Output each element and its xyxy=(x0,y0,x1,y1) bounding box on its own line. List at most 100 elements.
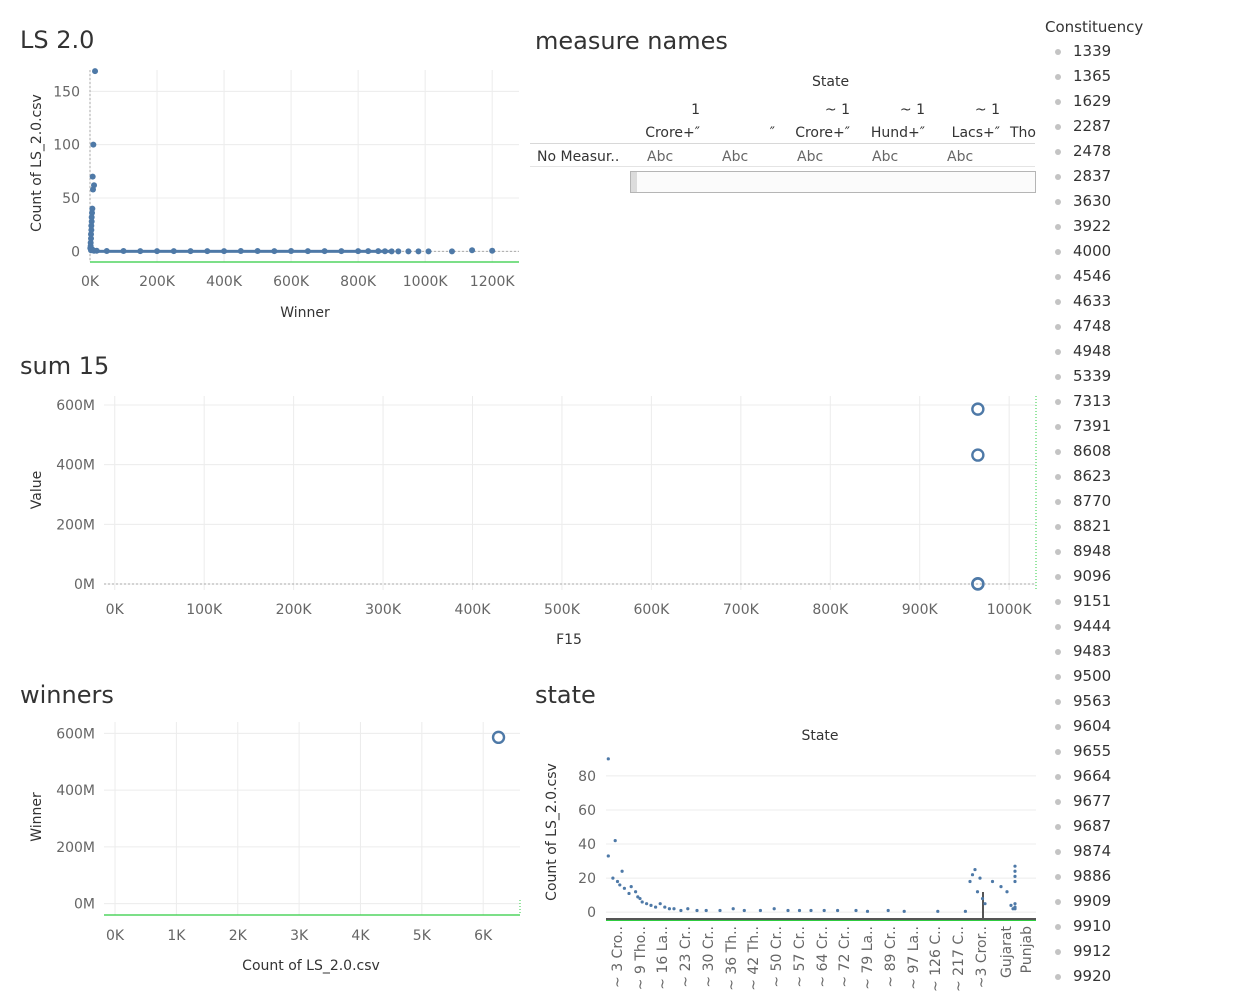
data-point xyxy=(615,879,620,884)
legend-item-label: 1629 xyxy=(1073,92,1112,110)
legend-item[interactable]: 5339 xyxy=(1045,364,1245,389)
data-point xyxy=(448,248,455,255)
legend-item[interactable]: 9151 xyxy=(1045,589,1245,614)
legend-item-label: 8770 xyxy=(1073,492,1112,510)
legend-dot-icon xyxy=(1055,524,1061,530)
legend-item-label: 4748 xyxy=(1073,317,1112,335)
legend-item-label: 9886 xyxy=(1073,867,1112,885)
legend-item[interactable]: 9920 xyxy=(1045,964,1245,989)
data-point xyxy=(1013,864,1017,868)
legend-dot-icon xyxy=(1055,49,1061,55)
column-header: State xyxy=(801,728,838,744)
crosstab-col-header-4[interactable]: Lacs+″ xyxy=(951,125,1000,141)
x-tick-label: ~ 42 Th.. xyxy=(746,926,762,991)
legend-item-label: 3630 xyxy=(1073,192,1112,210)
legend-item[interactable]: 9912 xyxy=(1045,939,1245,964)
data-point xyxy=(154,248,161,255)
y-tick-label: 400M xyxy=(56,783,95,799)
legend-item-label: 4633 xyxy=(1073,292,1112,310)
legend-item[interactable]: 9677 xyxy=(1045,789,1245,814)
scrollbar-thumb[interactable] xyxy=(631,172,637,192)
data-point xyxy=(137,248,144,255)
legend-item[interactable]: 9664 xyxy=(1045,764,1245,789)
legend-item[interactable]: 1629 xyxy=(1045,89,1245,114)
legend-item[interactable]: 9500 xyxy=(1045,664,1245,689)
legend-item[interactable]: 9909 xyxy=(1045,889,1245,914)
y-tick-label: 0 xyxy=(587,905,596,921)
legend-item[interactable]: 3630 xyxy=(1045,189,1245,214)
data-point xyxy=(968,879,972,884)
legend-item[interactable]: 2837 xyxy=(1045,164,1245,189)
legend-item-label: 9910 xyxy=(1073,917,1112,935)
legend-item[interactable]: 9655 xyxy=(1045,739,1245,764)
legend-item[interactable]: 8948 xyxy=(1045,539,1245,564)
crosstab-col-header-0[interactable]: Crore+″ xyxy=(645,125,700,141)
chart-winners[interactable]: 0K 1K 2K 3K 4K 5K 6K 0M 200M 400M 600M Count of LS_… xyxy=(0,0,530,999)
data-point xyxy=(381,248,388,255)
legend-item-label: 8948 xyxy=(1073,542,1112,560)
legend-item[interactable]: 4000 xyxy=(1045,239,1245,264)
legend-item[interactable]: 1365 xyxy=(1045,64,1245,89)
legend-item[interactable]: 4748 xyxy=(1045,314,1245,339)
crosstab-measure-names[interactable]: State 1 Crore+″ ″ ~ 1 Crore+″ ~ 1 Hund+″ ~ 1 Lac… xyxy=(530,70,1036,200)
legend-item[interactable]: 9874 xyxy=(1045,839,1245,864)
chart-ls[interactable]: 0K 200K 400K 600K 800K 1000K 1200K 0 50 100 150 Win… xyxy=(0,0,530,340)
crosstab-col-header-1[interactable]: ″ xyxy=(769,125,775,141)
data-point xyxy=(489,247,496,254)
legend-item[interactable]: 4546 xyxy=(1045,264,1245,289)
chart-state[interactable]: State 0 20 40 60 80 ~ 3 Cro.. ~ 9 Tho.. ~ 16 La.… xyxy=(0,0,1045,999)
y-tick-label: 60 xyxy=(578,803,596,819)
chart-sum15[interactable]: 0K 100K 200K 300K 400K 500K 600K 700K 800K 900K 10… xyxy=(0,0,1045,670)
legend-item[interactable]: 9444 xyxy=(1045,614,1245,639)
legend-item-label: 2478 xyxy=(1073,142,1112,160)
legend-item[interactable]: 9910 xyxy=(1045,914,1245,939)
legend-item[interactable]: 9096 xyxy=(1045,564,1245,589)
data-point xyxy=(88,222,95,229)
legend-item[interactable]: 9483 xyxy=(1045,639,1245,664)
data-point xyxy=(634,890,638,894)
legend-item[interactable]: 1339 xyxy=(1045,39,1245,64)
legend-dot-icon xyxy=(1055,199,1061,205)
y-tick-label: 200M xyxy=(56,840,95,856)
x-tick-label: 800K xyxy=(812,602,849,618)
sheet-title-ls: LS 2.0 xyxy=(20,26,95,54)
data-point xyxy=(92,68,99,75)
y-tick-label: 0 xyxy=(71,244,80,260)
y-tick-label: 50 xyxy=(62,191,80,207)
legend-item[interactable]: 9886 xyxy=(1045,864,1245,889)
sheet-title-state: state xyxy=(535,681,596,709)
legend-item[interactable]: 9563 xyxy=(1045,689,1245,714)
crosstab-col-top-2: ~ 1 xyxy=(824,102,850,118)
crosstab-col-header-5[interactable]: Tho xyxy=(1010,125,1036,141)
data-point xyxy=(854,908,858,913)
legend-item[interactable]: 2478 xyxy=(1045,139,1245,164)
legend-item[interactable]: 8623 xyxy=(1045,464,1245,489)
data-point xyxy=(809,908,813,913)
data-point xyxy=(90,186,97,193)
data-point xyxy=(640,900,644,904)
legend-item[interactable]: 9604 xyxy=(1045,714,1245,739)
legend-item-label: 9655 xyxy=(1073,742,1112,760)
x-tick-label: 400K xyxy=(455,602,492,618)
legend-item[interactable]: 7391 xyxy=(1045,414,1245,439)
legend-item[interactable]: 7313 xyxy=(1045,389,1245,414)
x-tick-label: 600K xyxy=(633,602,670,618)
crosstab-col-header-3[interactable]: Hund+″ xyxy=(870,125,925,141)
legend-item[interactable]: 2287 xyxy=(1045,114,1245,139)
data-point xyxy=(999,885,1003,889)
x-tick-label: 1000K xyxy=(987,602,1033,618)
legend-item[interactable]: 8770 xyxy=(1045,489,1245,514)
data-point xyxy=(886,908,890,913)
data-point xyxy=(980,896,985,901)
data-point xyxy=(613,839,617,843)
legend-item[interactable]: 4633 xyxy=(1045,289,1245,314)
crosstab-col-header-2[interactable]: Crore+″ xyxy=(795,125,850,141)
legend-item[interactable]: 3922 xyxy=(1045,214,1245,239)
legend-item[interactable]: 8821 xyxy=(1045,514,1245,539)
legend-item[interactable]: 8608 xyxy=(1045,439,1245,464)
legend-item[interactable]: 9687 xyxy=(1045,814,1245,839)
legend-item[interactable]: 4948 xyxy=(1045,339,1245,364)
crosstab-horizontal-scrollbar[interactable] xyxy=(630,171,1036,193)
data-point xyxy=(731,907,735,911)
legend-item-label: 9563 xyxy=(1073,692,1112,710)
